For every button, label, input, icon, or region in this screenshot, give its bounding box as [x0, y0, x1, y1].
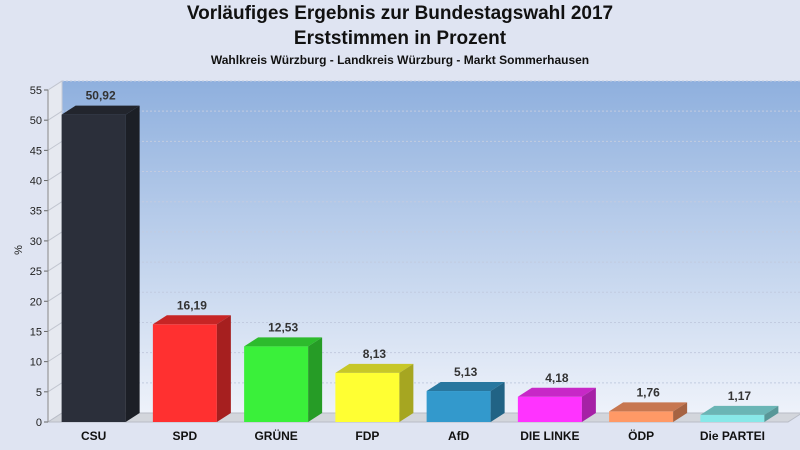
- bar-AfD: [426, 382, 505, 422]
- grid-line-side: [47, 110, 63, 121]
- chart-title-line2: Erststimmen in Prozent: [293, 28, 507, 49]
- bar-top: [152, 315, 231, 325]
- bar-CSU: [61, 105, 140, 423]
- y-tick-label: 30: [30, 236, 42, 248]
- grid-line-side: [47, 322, 63, 332]
- x-category-label: GRÜNE: [254, 428, 297, 443]
- chart-title-line1: Vorläufiges Ergebnis zur Bundestagswahl …: [186, 3, 614, 24]
- bar-Die PARTEI: [700, 405, 779, 422]
- bar-value-label: 1,17: [728, 389, 752, 403]
- bar-top: [517, 387, 596, 397]
- y-tick-label: 45: [30, 145, 42, 157]
- bar-GRÜNE: [244, 337, 323, 422]
- x-category-label: ÖDP: [628, 428, 654, 443]
- bar-side: [581, 387, 596, 422]
- bar-front: [609, 411, 674, 422]
- grid-line-side: [47, 352, 63, 363]
- y-tick-label: 25: [30, 266, 42, 278]
- bar-side: [308, 337, 323, 422]
- bar-SPD: [152, 315, 231, 422]
- bar-side: [399, 363, 414, 422]
- grid-line-side: [47, 80, 63, 91]
- x-category-label: AfD: [448, 429, 470, 443]
- bar-value-label: 1,76: [636, 385, 660, 399]
- bar-ÖDP: [609, 402, 688, 422]
- bar-front: [426, 391, 491, 422]
- y-tick-label: 0: [36, 417, 42, 429]
- bar-value-label: 12,53: [268, 320, 298, 334]
- bar-value-label: 8,13: [363, 347, 387, 361]
- bar-DIE LINKE: [517, 387, 596, 422]
- bar-front: [700, 414, 765, 422]
- bar-top: [335, 363, 414, 373]
- bar-value-label: 50,92: [86, 89, 116, 103]
- x-category-label: DIE LINKE: [520, 429, 579, 443]
- plot-side-wall: [47, 80, 63, 423]
- grid-line-side: [47, 201, 63, 212]
- bar-side: [125, 105, 140, 423]
- chart-subtitle: Wahlkreis Würzburg - Landkreis Würzburg …: [210, 53, 590, 67]
- y-tick-label: 40: [30, 176, 42, 188]
- grid-line-side: [47, 382, 63, 393]
- y-tick-label: 35: [30, 206, 42, 218]
- bar-side: [490, 382, 505, 422]
- bar-value-label: 16,19: [177, 298, 207, 312]
- grid-line-side: [47, 261, 63, 272]
- y-tick-label: 55: [30, 85, 42, 97]
- x-category-label: SPD: [173, 429, 198, 443]
- bar-value-label: 5,13: [454, 365, 478, 379]
- bar-front: [61, 114, 126, 423]
- bar-side: [216, 315, 231, 422]
- grid-line-side: [47, 140, 63, 151]
- y-tick-label: 10: [30, 357, 42, 369]
- y-tick-label: 50: [30, 115, 42, 127]
- grid-line-side: [47, 291, 63, 302]
- bar-front: [152, 324, 217, 422]
- x-category-label: Die PARTEI: [700, 429, 765, 443]
- bar-top: [700, 405, 779, 415]
- bar-side: [673, 402, 688, 422]
- grid-line-side: [47, 231, 63, 242]
- bar-value-label: 4,18: [545, 371, 569, 385]
- y-tick-label: 5: [36, 387, 42, 399]
- bar-FDP: [335, 363, 414, 422]
- bar-top: [609, 402, 688, 412]
- bar-front: [517, 396, 582, 422]
- bar-top: [244, 337, 323, 347]
- bar-front: [244, 346, 309, 422]
- bar-top: [426, 382, 505, 392]
- x-category-label: CSU: [81, 429, 106, 443]
- y-tick-label: 15: [30, 326, 42, 338]
- bar-side: [764, 405, 779, 422]
- grid-line-side: [47, 171, 63, 181]
- x-category-label: FDP: [355, 429, 379, 443]
- y-axis-label: %: [13, 245, 25, 255]
- bar-front: [335, 372, 400, 422]
- y-tick-label: 20: [30, 296, 42, 308]
- bar-top: [61, 105, 140, 115]
